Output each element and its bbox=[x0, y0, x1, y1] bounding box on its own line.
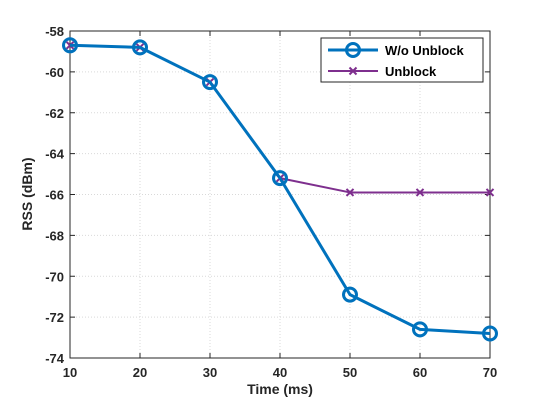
x-tick-label: 50 bbox=[343, 365, 357, 380]
data-point-wo-unblock bbox=[202, 74, 218, 91]
x-tick-label: 60 bbox=[413, 365, 427, 380]
data-point-wo-unblock bbox=[62, 37, 78, 54]
data-point-wo-unblock bbox=[482, 325, 498, 342]
x-axis-label: Time (ms) bbox=[247, 381, 313, 397]
x-tick-label: 20 bbox=[133, 365, 147, 380]
y-tick-label: -74 bbox=[45, 351, 65, 366]
legend: W/o Unblock Unblock bbox=[320, 37, 484, 83]
data-point-wo-unblock bbox=[412, 321, 428, 338]
legend-marker-unblock bbox=[348, 66, 358, 76]
x-tick-label: 70 bbox=[483, 365, 497, 380]
y-tick-label: -70 bbox=[45, 269, 64, 284]
legend-label-wo-unblock: W/o Unblock bbox=[385, 43, 464, 58]
series-line-wo-unblock bbox=[69, 43, 491, 335]
series-layer bbox=[62, 37, 498, 342]
y-tick-label: -58 bbox=[45, 24, 64, 39]
y-tick-label: -64 bbox=[45, 147, 65, 162]
legend-label-unblock: Unblock bbox=[385, 64, 437, 79]
axes bbox=[69, 30, 491, 359]
x-tick-label: 10 bbox=[63, 365, 77, 380]
data-point-unblock bbox=[485, 188, 495, 197]
legend-marker-wo-unblock bbox=[345, 42, 361, 58]
tick-labels: 10 20 30 40 50 60 70 -58 -60 -62 -64 -66 -68 -70 -72 -7… bbox=[45, 24, 497, 380]
y-tick-label: -60 bbox=[45, 65, 64, 80]
y-axis-label: RSS (dBm) bbox=[19, 157, 35, 230]
y-tick-label: -72 bbox=[45, 310, 64, 325]
data-point-wo-unblock bbox=[272, 170, 288, 187]
data-point-unblock bbox=[415, 188, 425, 197]
y-tick-label: -68 bbox=[45, 228, 64, 243]
y-tick-label: -66 bbox=[45, 188, 64, 203]
data-point-wo-unblock bbox=[132, 39, 148, 56]
x-tick-label: 40 bbox=[273, 365, 287, 380]
data-point-wo-unblock bbox=[342, 286, 358, 303]
x-tick-label: 30 bbox=[203, 365, 217, 380]
data-point-unblock bbox=[345, 188, 355, 197]
y-tick-label: -62 bbox=[45, 106, 64, 121]
